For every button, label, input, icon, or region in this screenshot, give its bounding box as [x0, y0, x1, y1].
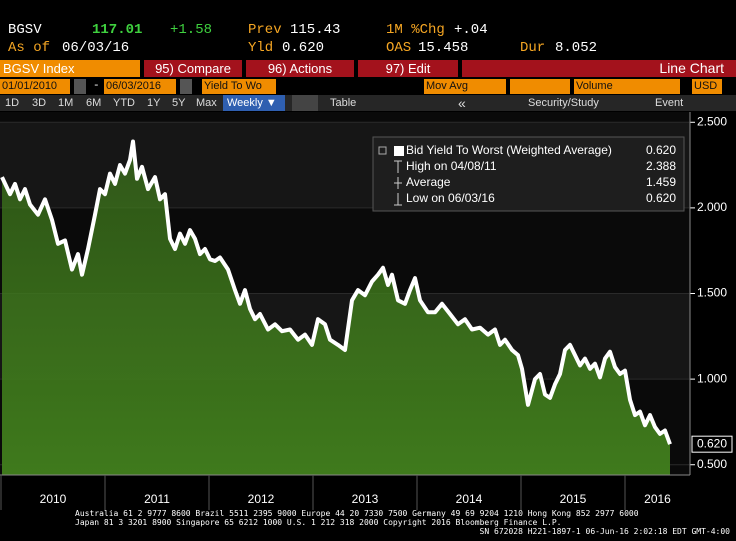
footer-line: Japan 81 3 3201 8900 Singapore 65 6212 1… [75, 518, 562, 527]
range-bar [0, 95, 736, 111]
range-button[interactable]: 1D [5, 97, 20, 109]
line [0, 139, 672, 445]
change: +1.58 [170, 22, 213, 38]
range-button[interactable]: 6M [86, 97, 102, 109]
range-button[interactable]: Max [196, 97, 217, 109]
y-tick-label: 0.500 [697, 457, 727, 471]
y-tick-label: 2.500 [697, 114, 727, 128]
legend-label: Low on 06/03/16 [406, 191, 495, 205]
yld-label: Yld [248, 40, 274, 56]
range-button[interactable]: 1M [58, 97, 74, 109]
x-tick-label: 2015 [560, 492, 587, 506]
x-tick-label: 2014 [456, 492, 483, 506]
y-tick-label: 1.000 [697, 371, 727, 385]
tab-button[interactable]: 95) Compare [144, 60, 242, 77]
legend-value: 2.388 [646, 159, 676, 173]
study-button[interactable]: Security/Study [528, 97, 599, 109]
legend-value: 1.459 [646, 175, 676, 189]
price: 117.01 [92, 22, 143, 38]
dash: - [93, 80, 100, 92]
calendar-icon[interactable] [180, 79, 192, 94]
last-value-box [691, 435, 733, 453]
oas-label: OAS [386, 40, 412, 56]
mov-avg-select[interactable]: Mov Avg [424, 79, 506, 94]
footer-line: SN 672028 H221-1897-1 06-Jun-16 2:02:18 … [479, 527, 730, 536]
last-value-label: 0.620 [697, 436, 727, 450]
ticker: BGSV [8, 22, 42, 38]
x-tick-label: 2012 [248, 492, 275, 506]
chart-icon-button[interactable] [292, 95, 318, 111]
currency-select[interactable]: USD [692, 79, 722, 94]
view-title: Line Chart [462, 60, 736, 77]
chg-label: 1M %Chg [386, 22, 445, 38]
legend-label: Average [406, 175, 451, 189]
volume-select[interactable]: Volume [574, 79, 680, 94]
x-axis-band [0, 475, 690, 508]
legend-value: 0.620 [646, 191, 676, 205]
legend-collapse [378, 146, 387, 155]
legend-label: Bid Yield To Worst (Weighted Average) [406, 143, 612, 157]
range-button[interactable]: 5Y [172, 97, 186, 109]
x-tick-label: 2010 [40, 492, 67, 506]
legend-label: High on 04/08/11 [406, 159, 497, 173]
prev-label: Prev [248, 22, 282, 38]
footer-line: Australia 61 2 9777 8600 Brazil 5511 239… [75, 509, 639, 518]
y-tick-label: 2.000 [697, 200, 727, 214]
asof-value: 06/03/16 [62, 40, 130, 56]
x-tick-label: 2013 [352, 492, 379, 506]
asof-label: As of [8, 40, 51, 56]
table-button[interactable]: Table [330, 97, 357, 109]
tab-button[interactable]: 97) Edit [358, 60, 458, 77]
area [2, 141, 670, 475]
oas-value: 15.458 [418, 40, 469, 56]
dur-label: Dur [520, 40, 546, 56]
y-tick-label: 1.500 [697, 286, 727, 300]
end-date[interactable]: 06/03/2016 [104, 79, 176, 94]
security-field[interactable]: BGSV Index [0, 60, 140, 77]
range-button[interactable]: YTD [113, 97, 135, 109]
back-button[interactable]: « [458, 95, 466, 111]
empty-field[interactable] [510, 79, 570, 94]
field-select[interactable]: Yield To Wo [202, 79, 276, 94]
legend-value: 0.620 [646, 143, 676, 157]
event-button[interactable]: Event [655, 97, 684, 109]
frequency-select[interactable]: Weekly ▼ [223, 95, 285, 111]
legend-swatch [394, 146, 404, 156]
start-date[interactable]: 01/01/2010 [0, 79, 70, 94]
range-button[interactable]: 3D [32, 97, 47, 109]
tab-button[interactable]: 96) Actions [246, 60, 354, 77]
legend-box [372, 136, 685, 212]
calendar-icon[interactable] [74, 79, 86, 94]
yld-value: 0.620 [282, 40, 325, 56]
prev-value: 115.43 [290, 22, 341, 38]
range-button[interactable]: 1Y [147, 97, 161, 109]
dur-value: 8.052 [555, 40, 598, 56]
x-tick-label: 2011 [144, 492, 170, 506]
chg-value: +.04 [454, 22, 488, 38]
x-tick-label: 2016 [644, 492, 671, 506]
